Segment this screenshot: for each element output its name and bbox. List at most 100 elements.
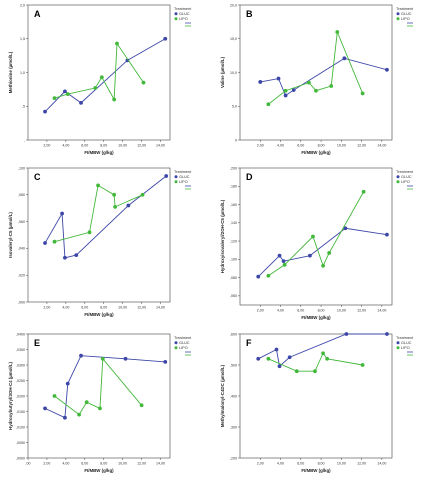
legend-marker-gluc: [174, 175, 178, 179]
series-line-lipo: [268, 352, 363, 372]
data-point-lipo: [115, 41, 119, 46]
data-point-gluc: [258, 80, 263, 84]
x-tick-label: 2,00: [43, 462, 50, 466]
data-point-gluc: [79, 100, 83, 105]
data-point-lipo: [307, 80, 311, 85]
x-tick-label: ,00: [26, 462, 31, 466]
data-point-gluc: [126, 203, 131, 208]
data-point-lipo: [266, 356, 271, 361]
data-point-gluc: [256, 356, 261, 361]
series-line-gluc: [44, 355, 166, 419]
y-tick-label: 20,0: [230, 3, 237, 7]
legend-title: Treatment: [396, 7, 414, 11]
legend-label-gluc: GLUC: [401, 175, 412, 179]
x-tick-label: 12,00: [137, 144, 146, 148]
data-point-lipo: [321, 263, 325, 268]
data-point-lipo: [96, 183, 100, 188]
series-line-lipo: [268, 31, 364, 105]
data-point-gluc: [344, 332, 349, 336]
y-tick-label: 1,0: [20, 71, 25, 75]
legend-label-lipo: LIPO: [401, 346, 410, 350]
data-point-gluc: [277, 253, 282, 258]
x-tick-label: 2,00: [43, 306, 50, 310]
legend-marker-lipo: [396, 346, 400, 350]
data-point-lipo: [311, 234, 315, 239]
chart-panel-f: F ,200 ,300 ,400 ,500 ,600 2,00 4,00 6,00 8,00 10,…: [220, 332, 414, 473]
panel-letter: D: [246, 172, 253, 182]
data-point-gluc: [277, 364, 282, 369]
data-point-lipo: [99, 75, 104, 80]
x-tick-label: 14,00: [377, 309, 386, 313]
legend-label-gluc: GLUC: [401, 341, 412, 345]
legend-marker-lipo: [174, 17, 178, 21]
data-point-lipo: [313, 369, 317, 374]
data-point-lipo: [84, 400, 89, 405]
data-point-gluc: [385, 332, 389, 336]
y-tick-label: ,400: [230, 394, 237, 398]
y-tick-label: ,040: [18, 247, 25, 251]
panel-letter: F: [246, 338, 252, 348]
x-tick-label: 8,00: [318, 462, 325, 466]
data-point-lipo: [321, 351, 325, 356]
data-point-gluc: [291, 88, 296, 92]
x-tick-label: 2,00: [257, 462, 264, 466]
chart-panel-e: E ,0000 ,0050 ,0100 ,0150 ,0200 ,0250 ,0300 ,035…: [8, 332, 192, 473]
y-tick-label: ,0100: [16, 425, 25, 429]
y-axis-label: Methylmalonyl-C4DC (µmol/L): [220, 364, 225, 427]
legend-label-gluc: GLUC: [179, 12, 190, 16]
data-point-gluc: [342, 56, 347, 61]
x-tick-label: 8,00: [100, 144, 107, 148]
data-point-lipo: [327, 251, 332, 255]
y-tick-label: 1,5: [20, 37, 25, 41]
data-point-lipo: [360, 91, 365, 96]
x-tick-label: 12,00: [137, 462, 146, 466]
series-line-lipo: [268, 191, 365, 277]
data-point-lipo: [266, 273, 271, 278]
legend-label-gluc: GLUC: [179, 175, 190, 179]
x-tick-label: 14,00: [156, 144, 165, 148]
series-line-gluc: [257, 227, 387, 278]
data-point-lipo: [294, 369, 299, 374]
data-point-gluc: [163, 360, 168, 364]
data-point-gluc: [123, 356, 128, 361]
y-tick-label: ,: [24, 138, 25, 142]
data-point-gluc: [163, 36, 168, 41]
y-tick-label: 5,0: [232, 105, 237, 109]
legend-title: Treatment: [174, 170, 192, 174]
x-axis-label: FI/MBW (g/kg): [84, 150, 114, 155]
x-tick-label: 12,00: [137, 306, 146, 310]
x-tick-label: 8,00: [318, 144, 325, 148]
x-tick-label: 8,00: [100, 306, 107, 310]
y-axis-label: Hydroxybutyryl/3OH-C4 (µmol/L): [8, 362, 13, 430]
data-point-lipo: [112, 192, 117, 197]
legend-marker-lipo: [396, 180, 400, 184]
data-point-lipo: [113, 204, 117, 209]
data-point-lipo: [360, 363, 365, 367]
x-axis-label: FI/MBW (g/kg): [84, 312, 114, 317]
series-line-gluc: [44, 175, 167, 259]
data-point-gluc: [256, 274, 261, 279]
legend-marker-gluc: [396, 12, 400, 16]
x-tick-label: 10,00: [118, 306, 127, 310]
data-point-lipo: [139, 403, 144, 408]
y-tick-label: ,000: [18, 300, 25, 304]
series-line-gluc: [44, 38, 166, 112]
y-tick-label: ,100: [230, 258, 237, 262]
panel-letter: C: [34, 172, 41, 182]
x-tick-label: 14,00: [156, 306, 165, 310]
x-tick-label: 4,00: [62, 306, 69, 310]
legend-label-gluc: GLUC: [179, 341, 190, 345]
series-line-lipo: [54, 357, 142, 416]
y-tick-label: ,060: [230, 294, 237, 298]
x-tick-label: 12,00: [357, 144, 366, 148]
data-point-gluc: [74, 253, 79, 257]
x-tick-label: 6,00: [297, 144, 304, 148]
data-point-gluc: [274, 347, 279, 352]
x-tick-label: 2,00: [257, 309, 264, 313]
